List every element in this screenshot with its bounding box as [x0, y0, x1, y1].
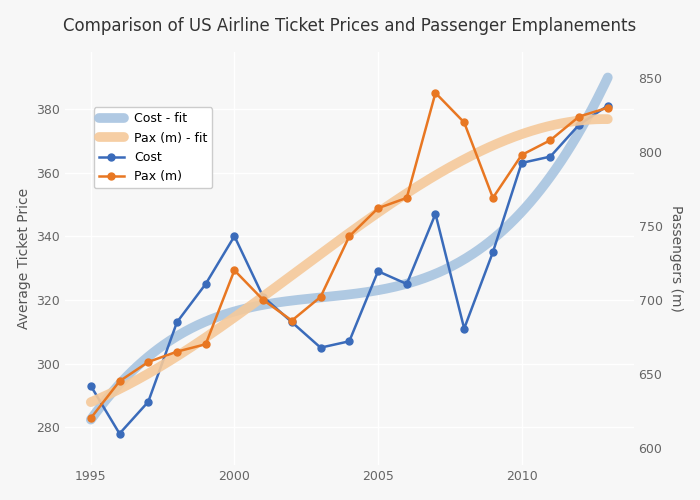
Pax (m)	[374, 205, 382, 211]
Pax (m)	[116, 378, 124, 384]
Pax (m)	[345, 234, 354, 239]
Pax (m)	[517, 152, 526, 158]
Pax (m) - fit	[600, 116, 608, 122]
Pax (m)	[87, 415, 95, 421]
Cost - fit	[522, 204, 531, 210]
Pax (m)	[144, 359, 153, 365]
Pax (m)	[202, 341, 210, 347]
Pax (m)	[489, 195, 497, 201]
Pax (m) - fit	[394, 196, 402, 202]
Pax (m)	[230, 268, 239, 274]
Line: Cost: Cost	[88, 102, 611, 437]
Cost	[202, 281, 210, 287]
Pax (m)	[603, 104, 612, 110]
Cost	[603, 102, 612, 108]
Cost	[374, 268, 382, 274]
Pax (m)	[288, 318, 296, 324]
Pax (m)	[575, 114, 583, 119]
Cost	[575, 122, 583, 128]
Cost	[431, 211, 440, 217]
Cost	[316, 344, 325, 350]
Cost - fit	[394, 283, 402, 289]
Pax (m) - fit	[522, 130, 531, 136]
Pax (m) - fit	[393, 197, 401, 203]
Pax (m)	[173, 348, 181, 354]
Line: Pax (m): Pax (m)	[88, 90, 611, 421]
Y-axis label: Average Ticket Price: Average Ticket Price	[17, 188, 31, 329]
Cost - fit	[88, 414, 97, 420]
Cost	[116, 430, 124, 436]
Title: Comparison of US Airline Ticket Prices and Passenger Emplanements: Comparison of US Airline Ticket Prices a…	[63, 16, 636, 34]
Legend: Cost - fit, Pax (m) - fit, Cost, Pax (m): Cost - fit, Pax (m) - fit, Cost, Pax (m)	[94, 108, 212, 188]
Cost - fit	[603, 74, 612, 80]
Cost	[144, 399, 153, 405]
Cost - fit	[393, 284, 401, 290]
Pax (m) - fit	[603, 116, 612, 122]
Pax (m) - fit	[555, 120, 564, 126]
Cost	[546, 154, 554, 160]
Cost	[230, 233, 239, 239]
Cost	[402, 281, 411, 287]
Cost	[259, 294, 267, 300]
Cost	[87, 383, 95, 389]
Pax (m)	[316, 294, 325, 300]
Pax (m)	[259, 297, 267, 303]
Cost	[460, 326, 468, 332]
Pax (m)	[460, 120, 468, 126]
Pax (m)	[402, 195, 411, 201]
Cost - fit	[87, 416, 95, 422]
Pax (m) - fit	[87, 399, 95, 405]
Line: Cost - fit: Cost - fit	[91, 78, 608, 419]
Pax (m)	[431, 90, 440, 96]
Y-axis label: Passengers (m): Passengers (m)	[669, 205, 683, 312]
Cost - fit	[403, 280, 412, 286]
Cost	[288, 319, 296, 325]
Cost	[173, 319, 181, 325]
Cost - fit	[555, 160, 564, 166]
Cost	[517, 160, 526, 166]
Cost	[345, 338, 354, 344]
Pax (m) - fit	[403, 190, 412, 196]
Line: Pax (m) - fit: Pax (m) - fit	[91, 119, 608, 402]
Pax (m) - fit	[88, 398, 97, 404]
Pax (m)	[546, 137, 554, 143]
Cost	[489, 249, 497, 255]
